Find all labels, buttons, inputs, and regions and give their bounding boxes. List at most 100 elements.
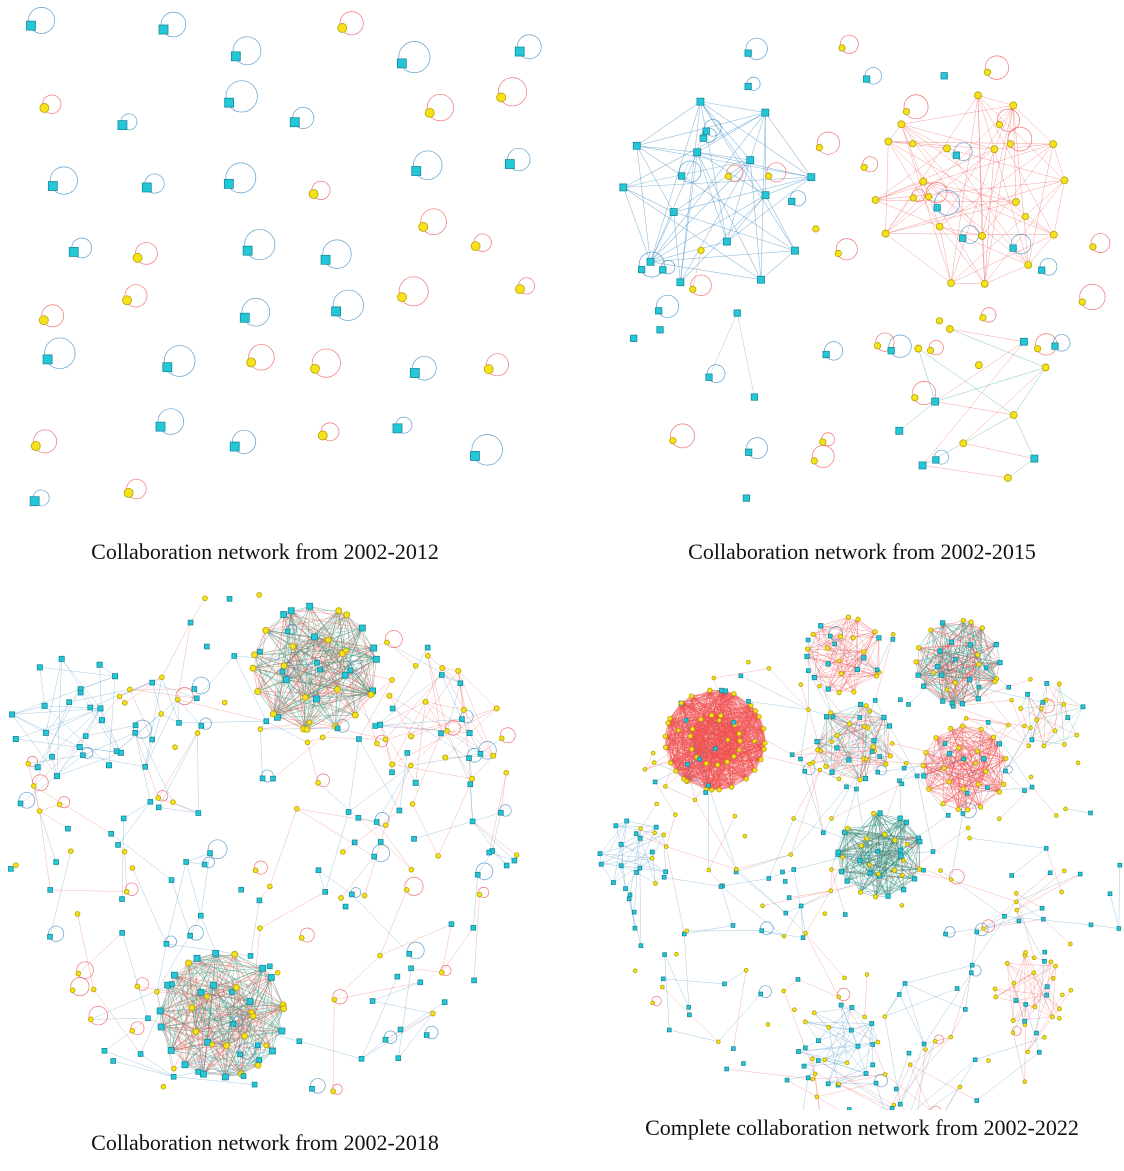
edge	[100, 708, 122, 753]
edge	[864, 726, 907, 764]
edge	[296, 808, 375, 857]
edge	[859, 850, 901, 862]
self-loop	[225, 80, 258, 113]
edge	[914, 1059, 976, 1110]
author-node	[141, 182, 152, 193]
edge	[117, 801, 151, 846]
edge	[883, 717, 891, 756]
edge	[738, 716, 760, 734]
edge	[1020, 708, 1077, 736]
edge	[80, 676, 116, 690]
author-node	[377, 839, 384, 845]
edge	[806, 656, 840, 693]
edge	[621, 844, 653, 859]
edge	[838, 651, 864, 693]
author-node	[761, 746, 767, 752]
author-node	[98, 717, 105, 724]
edge	[838, 657, 864, 693]
author-node	[267, 963, 273, 970]
edge	[167, 984, 237, 988]
edge	[831, 759, 849, 773]
edge	[124, 851, 127, 892]
author-node	[42, 354, 53, 365]
edge	[1028, 144, 1054, 266]
edge	[225, 1008, 284, 1078]
edge	[427, 655, 448, 731]
author-node	[650, 1000, 656, 1006]
edge	[283, 614, 377, 660]
edge	[640, 828, 667, 847]
edge	[1013, 955, 1026, 984]
author-node	[230, 1020, 237, 1027]
self-loop	[912, 381, 937, 405]
author-node	[468, 775, 475, 782]
edge	[953, 706, 1009, 726]
author-node	[944, 687, 950, 692]
edge	[830, 712, 875, 741]
edge	[1025, 952, 1060, 1019]
edge	[1065, 808, 1091, 814]
edge	[665, 716, 760, 737]
edge	[1046, 966, 1056, 987]
edge	[161, 677, 180, 724]
edge	[805, 933, 845, 979]
edge	[386, 642, 461, 684]
author-node	[303, 726, 311, 733]
edge	[28, 754, 83, 764]
edge	[398, 968, 412, 1059]
edge	[184, 968, 263, 1065]
author-node	[662, 952, 667, 957]
edge	[885, 1103, 901, 1110]
self-loop	[745, 37, 768, 60]
author-node	[855, 616, 861, 622]
edge	[1007, 963, 1026, 1025]
self-loop	[339, 11, 364, 36]
edge	[885, 233, 1054, 236]
author-node	[230, 51, 241, 62]
author-node	[974, 361, 983, 370]
author-node	[684, 778, 689, 784]
author-node	[631, 909, 637, 915]
edge	[156, 991, 208, 997]
edge	[724, 970, 747, 985]
author-node	[110, 1058, 116, 1064]
edge	[915, 644, 971, 663]
author-node	[729, 784, 735, 790]
self-loop	[837, 987, 851, 1001]
edge	[129, 689, 197, 699]
edge	[667, 722, 677, 772]
edge	[651, 834, 664, 859]
edge	[252, 668, 274, 715]
edge	[827, 617, 849, 649]
author-node	[331, 996, 338, 1003]
edge	[962, 725, 982, 730]
author-node	[404, 750, 411, 756]
edge	[721, 690, 766, 744]
edge	[161, 713, 180, 724]
edge	[820, 625, 876, 633]
author-node	[486, 849, 493, 856]
edge	[735, 871, 786, 914]
edge	[1043, 683, 1047, 746]
author-node	[810, 760, 816, 765]
edge	[918, 629, 932, 648]
edge	[1016, 873, 1081, 903]
edge	[171, 880, 191, 936]
author-node	[412, 779, 419, 786]
edge	[257, 691, 308, 730]
author-node	[875, 1039, 881, 1045]
edge	[306, 690, 373, 730]
edge	[290, 610, 304, 729]
edge	[49, 851, 72, 937]
edge	[207, 954, 235, 1043]
author-node	[887, 753, 893, 759]
edge	[812, 1058, 820, 1110]
author-node	[759, 928, 764, 933]
edge	[44, 705, 110, 766]
edge	[814, 1012, 829, 1028]
author-node	[752, 767, 758, 773]
edge	[667, 693, 735, 724]
author-node	[826, 1024, 832, 1030]
self-loop	[407, 941, 425, 960]
author-node	[875, 849, 880, 854]
